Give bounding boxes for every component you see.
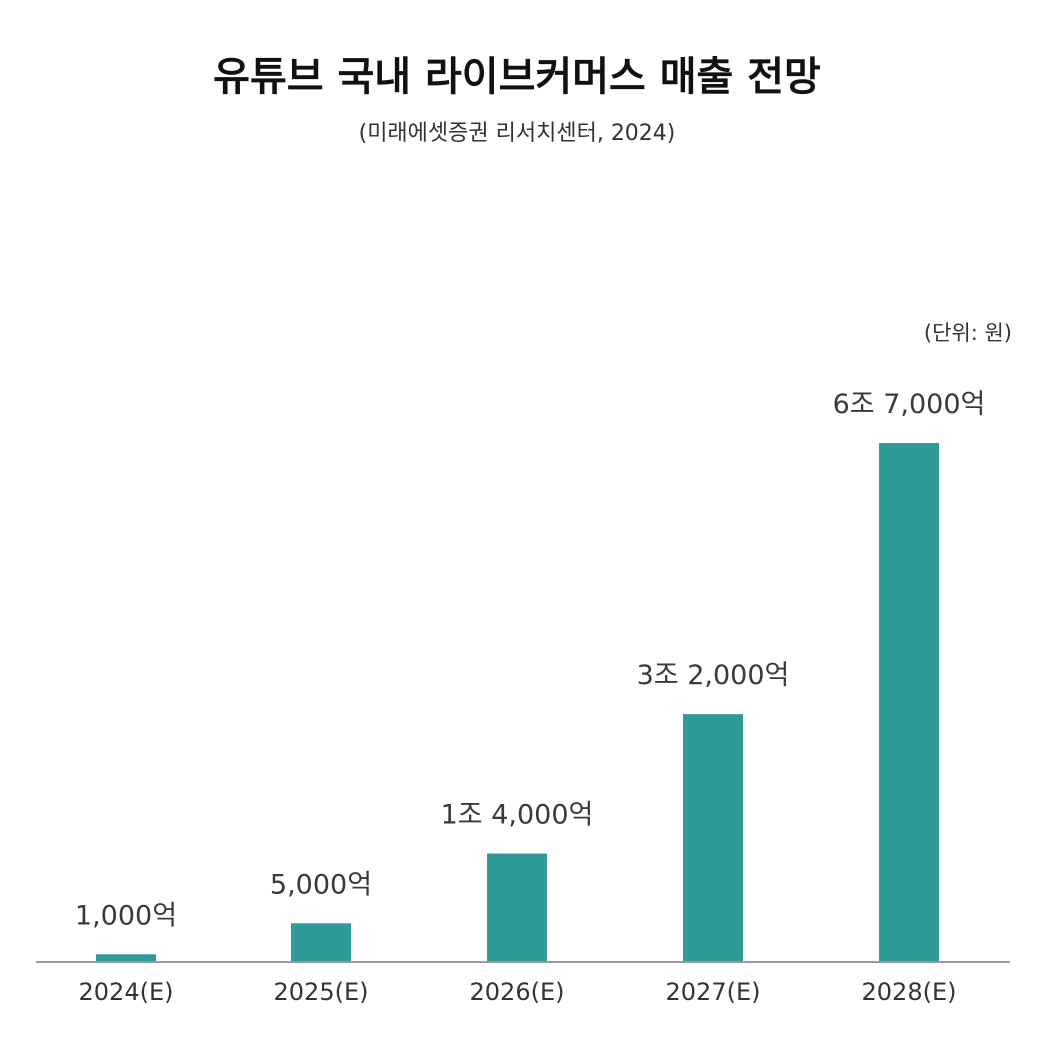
- x-tick-label-2026(E): 2026(E): [470, 978, 565, 1006]
- data-label-2025(E): 5,000억: [270, 869, 372, 900]
- data-label-2024(E): 1,000억: [75, 900, 177, 931]
- x-tick-label-2024(E): 2024(E): [79, 978, 174, 1006]
- data-labels-layer: 1,000억 5,000억 1조 4,000억 3조 2,000억 6조 7,000억: [75, 389, 985, 931]
- data-label-2027(E): 3조 2,000억: [637, 660, 790, 691]
- data-label-2026(E): 1조 4,000억: [441, 800, 594, 831]
- chart-subtitle: (미래에셋증권 리서치센터, 2024): [359, 121, 676, 146]
- bar-2028(E): [879, 443, 939, 962]
- bar-2025(E): [291, 923, 351, 962]
- chart-title: 유튜브 국내 라이브커머스 매출 전망: [213, 54, 821, 100]
- x-tick-label-2025(E): 2025(E): [274, 978, 369, 1006]
- bars-layer: [96, 443, 939, 962]
- bar-2024(E): [96, 954, 156, 962]
- x-tick-labels-layer: 2024(E) 2025(E) 2026(E) 2027(E) 2028(E): [79, 978, 957, 1006]
- bar-2027(E): [683, 714, 743, 962]
- x-tick-label-2028(E): 2028(E): [862, 978, 957, 1006]
- data-label-2028(E): 6조 7,000억: [833, 389, 986, 420]
- unit-label: (단위: 원): [924, 321, 1012, 345]
- bar-2026(E): [487, 853, 547, 962]
- x-tick-label-2027(E): 2027(E): [666, 978, 761, 1006]
